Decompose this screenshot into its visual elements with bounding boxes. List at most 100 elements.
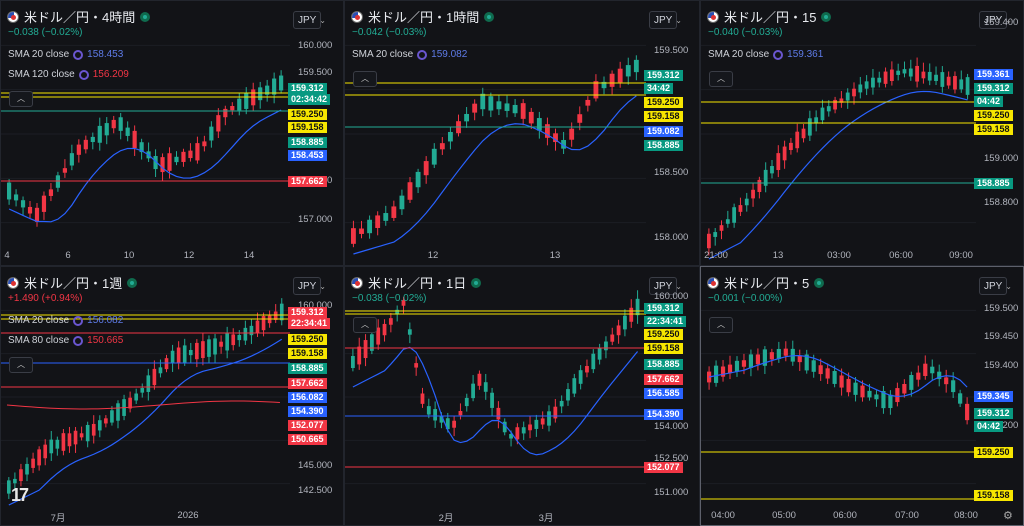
collapse-legend-button[interactable]: ︿ (9, 357, 33, 373)
candle (940, 72, 945, 87)
currency-select[interactable]: JPY ⌄ (293, 277, 326, 295)
candle (871, 77, 875, 88)
candle (741, 360, 747, 367)
pane-header[interactable]: 米ドル／円・15 (707, 7, 832, 26)
price-label: 154.390 (288, 406, 327, 417)
candle (732, 207, 737, 223)
indicator-visibility-icon[interactable] (73, 49, 84, 60)
collapse-legend-button[interactable]: ︿ (709, 317, 733, 333)
currency-select[interactable]: JPY ⌄ (649, 277, 682, 295)
indicator-visibility-icon[interactable] (78, 69, 89, 80)
pane-header[interactable]: 米ドル／円・5 (707, 273, 825, 292)
candle (725, 219, 730, 224)
x-axis-tick: 13 (549, 250, 561, 261)
currency-select[interactable]: JPY ⌄ (979, 11, 1012, 29)
candle (617, 68, 623, 83)
candle (958, 393, 963, 404)
pane-header[interactable]: 米ドル／円・1時間 (351, 7, 495, 26)
candle (244, 92, 249, 109)
indicator-legend[interactable]: SMA 80 close 150.665 (8, 335, 123, 346)
currency-value: JPY (654, 15, 673, 26)
y-axis-tick: 158.000 (654, 232, 689, 243)
candle (477, 373, 482, 386)
collapse-legend-button[interactable]: ︿ (353, 317, 377, 333)
price-label: 159.361 (974, 69, 1013, 80)
chart-pane-p3[interactable]: 米ドル／円・15 −0.040 (−0.03%) SMA 20 close 159.3… (700, 0, 1024, 266)
candle (818, 365, 823, 375)
candle (593, 81, 599, 99)
candle (751, 189, 755, 199)
currency-value: JPY (984, 281, 1003, 292)
pane-header[interactable]: 米ドル／円・1週 (7, 273, 138, 292)
candle (90, 136, 95, 143)
sma-line (708, 90, 968, 260)
indicator-visibility-icon[interactable] (73, 335, 84, 346)
collapse-legend-button[interactable]: ︿ (709, 71, 733, 87)
candle (720, 366, 726, 377)
price-label: 156.585 (644, 388, 683, 399)
price-change: −0.042 (−0.03%) (352, 27, 427, 38)
indicator-label: SMA 20 close (8, 49, 70, 60)
candle (888, 394, 893, 409)
candle (488, 96, 494, 111)
sma-line (8, 109, 282, 223)
pane-header[interactable]: 米ドル／円・4時間 (7, 7, 151, 26)
pane-header[interactable]: 米ドル／円・1日 (351, 273, 482, 292)
candle (502, 421, 507, 433)
price-change: +1.490 (+0.94%) (8, 293, 83, 304)
candle (62, 168, 67, 173)
chart-pane-p4[interactable]: 米ドル／円・1週 +1.490 (+0.94%) SMA 20 close 156.0… (0, 266, 344, 526)
candle (858, 84, 863, 93)
indicator-visibility-icon[interactable] (73, 315, 84, 326)
indicator-visibility-icon[interactable] (417, 49, 428, 60)
candle (195, 143, 200, 161)
indicator-legend[interactable]: SMA 20 close 156.082 (8, 315, 123, 326)
chart-pane-p6[interactable]: 米ドル／円・5 −0.001 (−0.00%) ︿ JPY ⌄ 159.500 159.45… (700, 266, 1024, 526)
candle (512, 104, 518, 114)
price-label: 159.250 (974, 447, 1013, 458)
chart-pane-p1[interactable]: 米ドル／円・4時間 −0.038 (−0.02%) SMA 20 close 158.… (0, 0, 344, 266)
indicator-visibility-icon[interactable] (773, 49, 784, 60)
price-label: 157.662 (644, 374, 683, 385)
candle (363, 340, 368, 359)
indicator-legend[interactable]: SMA 20 close 159.082 (352, 49, 467, 60)
candle (820, 107, 825, 121)
candle (448, 131, 453, 142)
chart-canvas (345, 290, 646, 485)
candle (959, 79, 964, 90)
candle (125, 127, 130, 136)
y-axis-tick: 159.500 (984, 303, 1019, 314)
indicator-legend[interactable]: SMA 20 close 159.361 (708, 49, 823, 60)
price-label: 159.345 (974, 391, 1013, 402)
currency-select[interactable]: JPY ⌄ (979, 277, 1012, 295)
candle (561, 140, 567, 149)
candle (814, 117, 819, 124)
chart-pane-p5[interactable]: 米ドル／円・1日 −0.038 (−0.02%) ︿ JPY ⌄ 160.000 154.0… (344, 266, 700, 526)
candle (762, 349, 767, 366)
indicator-legend[interactable]: SMA 120 close 156.209 (8, 69, 129, 80)
candle (585, 365, 589, 373)
x-axis-tick: 21:00 (704, 250, 728, 261)
candle (504, 103, 510, 111)
settings-gear-icon[interactable]: ⚙ (1003, 510, 1013, 522)
candle (91, 423, 96, 436)
price-label: 02:34:42 (288, 94, 331, 105)
price-label: 159.250 (288, 109, 327, 120)
currency-select[interactable]: JPY ⌄ (293, 11, 326, 29)
indicator-legend[interactable]: SMA 20 close 158.453 (8, 49, 123, 60)
chart-pane-p2[interactable]: 米ドル／円・1時間 −0.042 (−0.03%) SMA 20 close 159.… (344, 0, 700, 266)
price-label: 159.250 (644, 329, 683, 340)
candle (483, 382, 488, 392)
collapse-legend-button[interactable]: ︿ (9, 91, 33, 107)
candle (509, 433, 513, 439)
collapse-legend-button[interactable]: ︿ (353, 71, 377, 87)
currency-select[interactable]: JPY ⌄ (649, 11, 682, 29)
price-change: −0.001 (−0.00%) (708, 293, 783, 304)
y-axis-tick: 152.500 (654, 453, 689, 464)
chevron-down-icon: ⌄ (1005, 282, 1012, 291)
candle (351, 355, 355, 369)
price-label: 34:42 (644, 83, 674, 94)
candle (776, 153, 781, 171)
candle (423, 161, 429, 176)
